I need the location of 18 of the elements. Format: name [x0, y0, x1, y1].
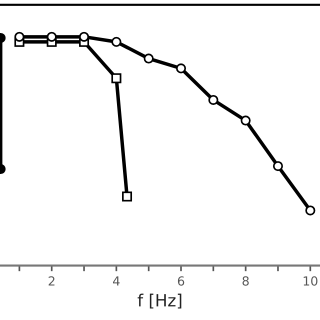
x-tick-label: 6 — [178, 276, 184, 286]
x-tick-label: 4 — [113, 276, 120, 286]
point — [240, 116, 251, 126]
point — [14, 32, 24, 42]
point — [272, 161, 283, 172]
point — [208, 94, 218, 105]
x-tick-label: 8 — [242, 276, 249, 286]
point — [144, 54, 154, 64]
point — [176, 63, 186, 74]
point — [46, 32, 57, 42]
x-tick-label: 10 — [304, 276, 318, 286]
x-axis-title: f [Hz] — [138, 294, 182, 309]
point — [305, 205, 316, 216]
point — [111, 36, 122, 47]
point — [111, 73, 122, 84]
point — [79, 32, 90, 42]
x-tick-label: 2 — [48, 276, 54, 286]
point — [122, 192, 132, 202]
